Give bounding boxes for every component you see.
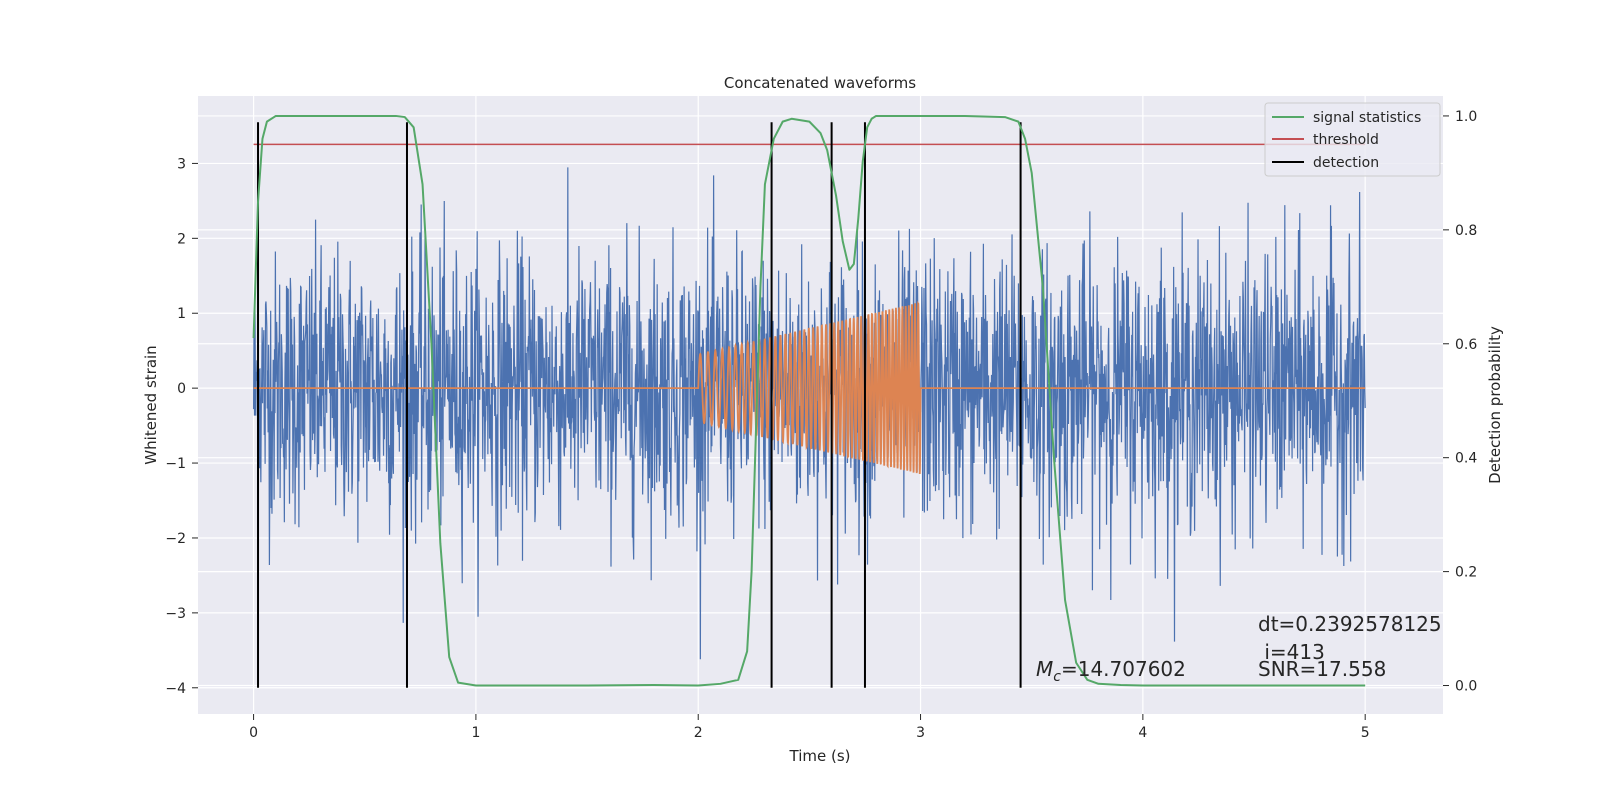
legend-label-detection: detection	[1313, 155, 1379, 171]
annotation-index: i=413	[1258, 640, 1325, 664]
annotation-chirp-mass: Mc=14.707602	[1036, 657, 1186, 685]
y-tick-label: −1	[165, 456, 186, 472]
data-layer	[252, 114, 1366, 688]
template-series-line	[253, 300, 1366, 475]
x-tick-label: 2	[694, 725, 703, 741]
y2-tick-label: 0.0	[1455, 679, 1477, 695]
y-tick-label: −4	[165, 681, 186, 697]
axes: 0 1 2 3 4 5 −4 −3 −2 −1 0 1 2 3 0.0 0.2 0.4 0.6 0.8 1.0	[165, 109, 1477, 741]
x-tick-label: 1	[471, 725, 480, 741]
legend-box	[1264, 102, 1441, 177]
x-axis-label: Time (s)	[789, 747, 851, 765]
y-tick-label: 1	[177, 306, 186, 322]
chirp-mass-value: =14.707602	[1061, 657, 1186, 681]
y-tick-label: 3	[177, 156, 186, 172]
signal-statistics-line	[252, 114, 1366, 687]
y-tick-label: −2	[165, 531, 186, 547]
legend-label-threshold: threshold	[1313, 132, 1379, 148]
annotation-dt: dt=0.2392578125	[1258, 612, 1442, 636]
x-tick-label: 3	[916, 725, 925, 741]
x-tick-label: 0	[249, 725, 258, 741]
annotation-snr: SNR=17.558	[1258, 657, 1386, 681]
y-tick-label: 0	[177, 381, 186, 397]
legend: signal statistics threshold detection	[1264, 102, 1441, 177]
annotations: dt=0.2392578125 i=413 SNR=17.558 Mc=14.7…	[1036, 612, 1442, 685]
x-tick-label: 5	[1361, 725, 1370, 741]
y-tick-label: −3	[165, 606, 186, 622]
y2-tick-label: 0.6	[1455, 337, 1477, 353]
y2-tick-label: 0.8	[1455, 223, 1477, 239]
y2-axis-label: Detection probability	[1486, 326, 1504, 484]
y-tick-label: 2	[177, 231, 186, 247]
legend-label-signal-statistics: signal statistics	[1313, 110, 1421, 126]
chart-title: Concatenated waveforms	[724, 74, 916, 92]
y2-tick-label: 0.2	[1455, 565, 1477, 581]
chirp-mass-symbol: M	[1036, 657, 1053, 681]
y-axis-label: Whitened strain	[142, 345, 160, 464]
y2-tick-label: 0.4	[1455, 451, 1477, 467]
chirp-mass-subscript: c	[1053, 669, 1061, 685]
y2-tick-label: 1.0	[1455, 109, 1477, 125]
x-tick-label: 4	[1138, 725, 1147, 741]
